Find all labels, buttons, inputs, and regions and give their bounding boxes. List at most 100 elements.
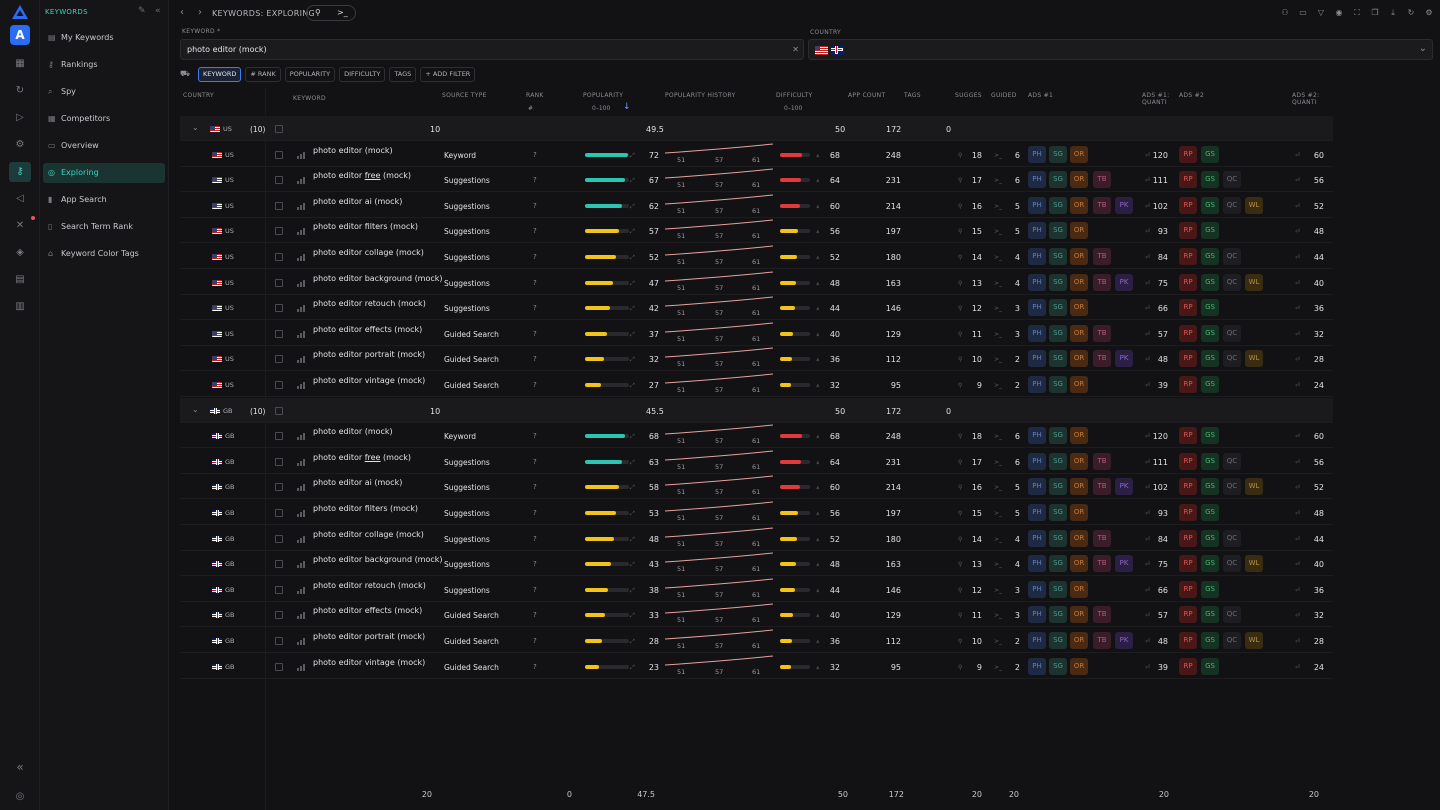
ad-badge-rp[interactable]: RP (1179, 555, 1197, 573)
col-keyword[interactable]: KEYWORD (293, 95, 326, 102)
ad-badge-or[interactable]: OR (1070, 145, 1088, 163)
keywords-rail-icon[interactable]: ⚷ (9, 162, 31, 182)
ad-badge-sg[interactable]: SG (1049, 555, 1067, 573)
table-row[interactable]: GB photo editor portrait (mock) Guided Sea… (180, 628, 1333, 653)
ad-badge-ph[interactable]: PH (1028, 427, 1046, 445)
ad-badge-qc[interactable]: QC (1223, 606, 1241, 624)
ad-badge-ph[interactable]: PH (1028, 504, 1046, 521)
col-ads2[interactable]: ADS #2 (1179, 92, 1205, 99)
keyword-text[interactable]: photo editor background (mock) (313, 273, 443, 283)
filter-popularity[interactable]: POPULARITY (284, 66, 336, 82)
table-row[interactable]: US photo editor collage (mock) Suggestions… (180, 244, 1333, 269)
col-popularity[interactable]: POPULARITY (583, 92, 624, 99)
col-sugges[interactable]: SUGGES (955, 92, 982, 99)
sidebar-item-exploring[interactable]: ◎ Exploring (43, 163, 165, 183)
ad-badge-ph[interactable]: PH (1028, 555, 1046, 573)
table-row[interactable]: US photo editor vintage (mock) Guided Sear… (180, 372, 1333, 397)
col-ads1-quantity[interactable]: ADS #1: QUANTI (1142, 92, 1170, 106)
select-row-checkbox[interactable] (275, 201, 283, 210)
sidebar-item-app-search[interactable]: ▮ App Search (43, 190, 165, 210)
forward-icon[interactable]: › (198, 7, 202, 18)
filter-rank[interactable]: # RANK (245, 66, 281, 82)
select-row-checkbox[interactable] (275, 585, 283, 594)
table-row[interactable]: GB photo editor ai (mock) Suggestions? ⤢ 58 5… (180, 474, 1333, 500)
sidebar-item-my-keywords[interactable]: ▤ My Keywords (43, 28, 165, 48)
ad-badge-ph[interactable]: PH (1028, 145, 1046, 163)
ad-badge-ph[interactable]: PH (1028, 196, 1046, 214)
ad-badge-gs[interactable]: GS (1201, 606, 1219, 624)
edit-icon[interactable]: ✎ (138, 6, 146, 16)
country-select[interactable]: ⌄ (808, 39, 1433, 60)
ad-badge-sg[interactable]: SG (1049, 248, 1067, 265)
select-row-checkbox[interactable] (275, 304, 283, 313)
add-filter-button[interactable]: + ADD FILTER (420, 66, 476, 82)
grid-icon[interactable]: ▦ (15, 58, 25, 69)
ad-badge-sg[interactable]: SG (1049, 529, 1067, 547)
col-tags[interactable]: TAGS (904, 92, 921, 99)
table-row[interactable]: US photo editor retouch (mock) Suggestions… (180, 295, 1333, 321)
table-row[interactable]: US photo editor effects (mock) Guided Sear… (180, 321, 1333, 346)
table-row[interactable]: GB photo editor collage (mock) Suggestions… (180, 526, 1333, 551)
select-row-checkbox[interactable] (275, 662, 283, 671)
ad-badge-sg[interactable]: SG (1049, 299, 1067, 317)
ad-badge-rp[interactable]: RP (1179, 145, 1197, 163)
ad-badge-pk[interactable]: PK (1115, 273, 1133, 291)
ad-badge-rp[interactable]: RP (1179, 529, 1197, 547)
ad-badge-or[interactable]: OR (1070, 324, 1088, 342)
ad-badge-ph[interactable]: PH (1028, 248, 1046, 265)
ad-badge-sg[interactable]: SG (1049, 196, 1067, 214)
ads-icon[interactable]: ◈ (16, 247, 24, 258)
ad-badge-ph[interactable]: PH (1028, 606, 1046, 624)
terminal-toggle[interactable]: >_ (337, 8, 348, 17)
keyword-text[interactable]: photo editor collage (mock) (313, 529, 424, 539)
ad-badge-pk[interactable]: PK (1115, 555, 1133, 573)
help-icon[interactable]: ◎ (15, 791, 25, 802)
fullscreen-icon[interactable]: ⛶ (1354, 8, 1360, 17)
ad-badge-rp[interactable]: RP (1179, 222, 1197, 240)
mode-toggle[interactable]: ⚲ >_ (306, 5, 356, 21)
keyword-text[interactable]: photo editor effects (mock) (313, 606, 423, 616)
reload-icon[interactable]: ↻ (1407, 8, 1415, 17)
ad-badge-rp[interactable]: RP (1179, 324, 1197, 342)
ad-badge-or[interactable]: OR (1070, 248, 1088, 265)
table-row[interactable]: US photo editor portrait (mock) Guided Sea… (180, 346, 1333, 372)
ad-badge-rp[interactable]: RP (1179, 632, 1197, 649)
bulb-icon[interactable]: ⚲ (315, 8, 321, 17)
ad-badge-ph[interactable]: PH (1028, 299, 1046, 317)
ad-badge-sg[interactable]: SG (1049, 657, 1067, 675)
ad-badge-gs[interactable]: GS (1201, 529, 1219, 547)
group-row[interactable]: ⌄ US (10) 10 49.5 50 172 0 (180, 116, 1333, 141)
select-row-checkbox[interactable] (275, 611, 283, 620)
table-row[interactable]: GB photo editor effects (mock) Guided Sear… (180, 602, 1333, 628)
select-row-checkbox[interactable] (275, 253, 283, 261)
clear-icon[interactable]: ✕ (792, 45, 799, 54)
ad-badge-tb[interactable]: TB (1093, 350, 1111, 368)
inbox-icon[interactable]: ▭ (1299, 8, 1307, 17)
ad-badge-wl[interactable]: WL (1245, 196, 1263, 214)
ad-badge-sg[interactable]: SG (1049, 171, 1067, 189)
collapse-icon[interactable]: « (16, 760, 24, 774)
table-row[interactable]: US photo editor (mock) Keyword? ⤢ 72 51 57 61 ⩓ 6… (180, 142, 1333, 167)
ad-badge-wl[interactable]: WL (1245, 478, 1263, 496)
ad-badge-sg[interactable]: SG (1049, 580, 1067, 598)
ad-badge-sg[interactable]: SG (1049, 350, 1067, 368)
ad-badge-gs[interactable]: GS (1201, 478, 1219, 496)
ad-badge-gs[interactable]: GS (1201, 427, 1219, 445)
ad-badge-qc[interactable]: QC (1223, 248, 1241, 265)
ad-badge-gs[interactable]: GS (1201, 555, 1219, 573)
ad-badge-gs[interactable]: GS (1201, 632, 1219, 649)
ad-badge-tb[interactable]: TB (1093, 529, 1111, 547)
ad-badge-ph[interactable]: PH (1028, 324, 1046, 342)
ad-badge-tb[interactable]: TB (1093, 452, 1111, 470)
ad-badge-ph[interactable]: PH (1028, 580, 1046, 598)
ad-badge-qc[interactable]: QC (1223, 273, 1241, 291)
ad-badge-or[interactable]: OR (1070, 427, 1088, 445)
select-group-checkbox[interactable] (275, 406, 283, 415)
select-row-checkbox[interactable] (275, 150, 283, 159)
col-source[interactable]: SOURCE TYPE (442, 92, 487, 99)
ad-badge-or[interactable]: OR (1070, 376, 1088, 393)
ad-badge-tb[interactable]: TB (1093, 324, 1111, 342)
select-group-checkbox[interactable] (275, 125, 283, 133)
sidebar-item-rankings[interactable]: ⚷ Rankings (43, 55, 165, 75)
ad-badge-or[interactable]: OR (1070, 299, 1088, 317)
